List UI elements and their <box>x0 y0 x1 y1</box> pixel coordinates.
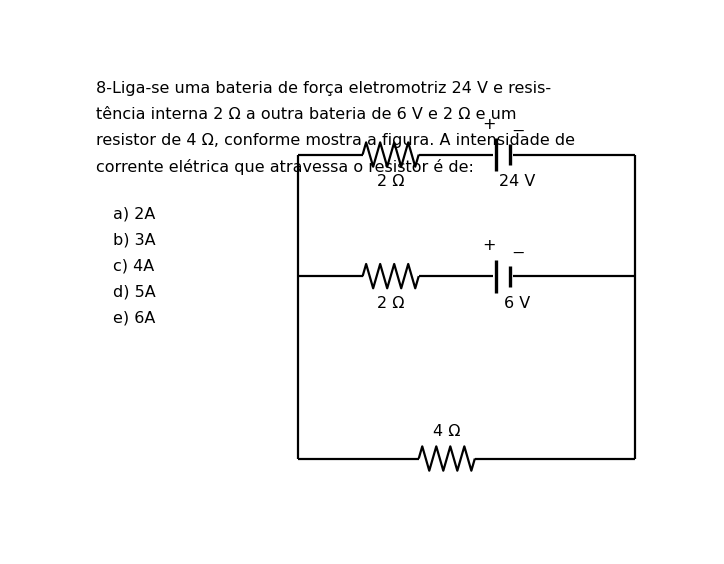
Text: +: + <box>482 117 496 131</box>
Text: 8-Liga-se uma bateria de força eletromotriz 24 V e resis-: 8-Liga-se uma bateria de força eletromot… <box>96 81 551 96</box>
Text: 6 V: 6 V <box>504 296 530 311</box>
Text: c) 4A: c) 4A <box>113 259 154 274</box>
Text: −: − <box>511 124 525 139</box>
Text: 2 Ω: 2 Ω <box>377 296 405 311</box>
Text: tência interna 2 Ω a outra bateria de 6 V e 2 Ω e um: tência interna 2 Ω a outra bateria de 6 … <box>96 107 517 122</box>
Text: e) 6A: e) 6A <box>113 311 156 326</box>
Text: a) 2A: a) 2A <box>113 206 156 222</box>
Text: 24 V: 24 V <box>499 174 535 189</box>
Text: 2 Ω: 2 Ω <box>377 174 405 189</box>
Text: b) 3A: b) 3A <box>113 233 156 248</box>
Text: resistor de 4 Ω, conforme mostra a figura. A intensidade de: resistor de 4 Ω, conforme mostra a figur… <box>96 133 575 148</box>
Text: 4 Ω: 4 Ω <box>433 424 460 439</box>
Text: corrente elétrica que atravessa o resistor é de:: corrente elétrica que atravessa o resist… <box>96 159 474 175</box>
Text: d) 5A: d) 5A <box>113 285 156 300</box>
Text: −: − <box>511 245 525 261</box>
Text: +: + <box>482 238 496 253</box>
